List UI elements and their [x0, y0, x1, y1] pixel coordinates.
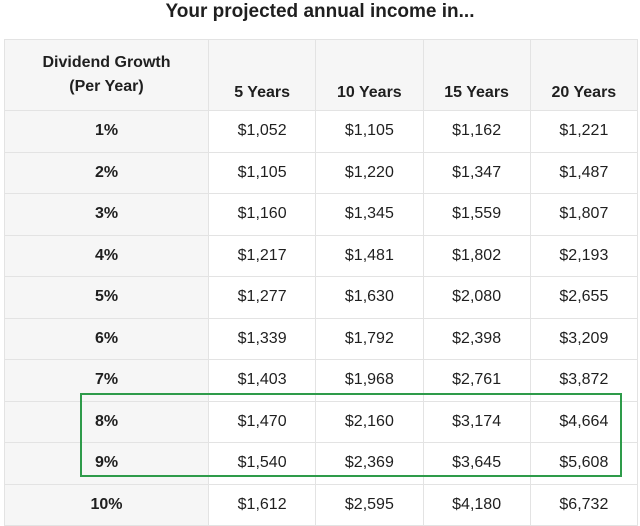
table-row: 9% $1,540 $2,369 $3,645 $5,608 — [4, 442, 639, 485]
page-title: Your projected annual income in... — [165, 1, 475, 22]
income-cell: $2,595 — [315, 483, 424, 526]
income-cell: $3,174 — [422, 400, 531, 443]
income-cell: $1,220 — [315, 151, 424, 194]
income-cell: $2,160 — [315, 400, 424, 443]
income-cell: $1,347 — [422, 151, 531, 194]
table-row: 6% $1,339 $1,792 $2,398 $3,209 — [4, 317, 639, 360]
income-cell: $1,540 — [207, 442, 317, 485]
growth-rate-cell: 10% — [4, 483, 209, 526]
table-body: 1% $1,052 $1,105 $1,162 $1,221 2% $1,105 $1,220… — [4, 110, 639, 526]
income-cell: $1,403 — [207, 359, 317, 402]
table-row: 3% $1,160 $1,345 $1,559 $1,807 — [4, 193, 639, 236]
header-dividend-growth-line2: (Per Year) — [69, 78, 144, 95]
income-cell: $1,630 — [315, 276, 424, 319]
income-cell: $1,105 — [207, 151, 317, 194]
income-cell: $2,080 — [422, 276, 531, 319]
table-row: 2% $1,105 $1,220 $1,347 $1,487 — [4, 151, 639, 194]
header-row: Dividend Growth (Per Year) 5 Years 10 Ye… — [4, 39, 639, 111]
header-dividend-growth: Dividend Growth (Per Year) — [4, 39, 209, 111]
header-dividend-growth-line1: Dividend Growth — [42, 54, 171, 71]
income-cell: $2,398 — [422, 317, 531, 360]
income-cell: $3,872 — [529, 359, 639, 402]
income-cell: $1,052 — [207, 110, 317, 153]
income-table-container: Dividend Growth (Per Year) 5 Years 10 Ye… — [4, 39, 639, 526]
income-cell: $1,807 — [529, 193, 639, 236]
growth-rate-cell: 4% — [4, 234, 209, 277]
growth-rate-cell: 3% — [4, 193, 209, 236]
header-10-years: 10 Years — [315, 39, 424, 111]
income-cell: $2,369 — [315, 442, 424, 485]
income-cell: $1,612 — [207, 483, 317, 526]
income-cell: $2,761 — [422, 359, 531, 402]
income-cell: $2,655 — [529, 276, 639, 319]
growth-rate-cell: 9% — [4, 442, 209, 485]
income-cell: $1,221 — [529, 110, 639, 153]
table-row: 8% $1,470 $2,160 $3,174 $4,664 — [4, 400, 639, 443]
income-cell: $1,277 — [207, 276, 317, 319]
growth-rate-cell: 6% — [4, 317, 209, 360]
header-5-years: 5 Years — [207, 39, 317, 111]
income-cell: $1,105 — [315, 110, 424, 153]
growth-rate-cell: 1% — [4, 110, 209, 153]
income-cell: $1,160 — [207, 193, 317, 236]
table-row: 1% $1,052 $1,105 $1,162 $1,221 — [4, 110, 639, 153]
growth-rate-cell: 2% — [4, 151, 209, 194]
income-table: Dividend Growth (Per Year) 5 Years 10 Ye… — [4, 39, 639, 526]
income-cell: $1,559 — [422, 193, 531, 236]
income-cell: $3,645 — [422, 442, 531, 485]
table-row: 10% $1,612 $2,595 $4,180 $6,732 — [4, 483, 639, 526]
income-cell: $1,339 — [207, 317, 317, 360]
income-cell: $1,217 — [207, 234, 317, 277]
growth-rate-cell: 8% — [4, 400, 209, 443]
income-cell: $1,968 — [315, 359, 424, 402]
income-cell: $1,345 — [315, 193, 424, 236]
income-cell: $1,470 — [207, 400, 317, 443]
income-cell: $6,732 — [529, 483, 639, 526]
income-cell: $1,162 — [422, 110, 531, 153]
table-row: 4% $1,217 $1,481 $1,802 $2,193 — [4, 234, 639, 277]
income-cell: $1,802 — [422, 234, 531, 277]
header-20-years: 20 Years — [529, 39, 639, 111]
income-cell: $4,180 — [422, 483, 531, 526]
growth-rate-cell: 7% — [4, 359, 209, 402]
header-15-years: 15 Years — [422, 39, 531, 111]
income-cell: $2,193 — [529, 234, 639, 277]
income-cell: $1,792 — [315, 317, 424, 360]
income-cell: $3,209 — [529, 317, 639, 360]
income-cell: $1,481 — [315, 234, 424, 277]
income-cell: $1,487 — [529, 151, 639, 194]
income-cell: $5,608 — [529, 442, 639, 485]
table-row: 7% $1,403 $1,968 $2,761 $3,872 — [4, 359, 639, 402]
table-row: 5% $1,277 $1,630 $2,080 $2,655 — [4, 276, 639, 319]
growth-rate-cell: 5% — [4, 276, 209, 319]
income-cell: $4,664 — [529, 400, 639, 443]
